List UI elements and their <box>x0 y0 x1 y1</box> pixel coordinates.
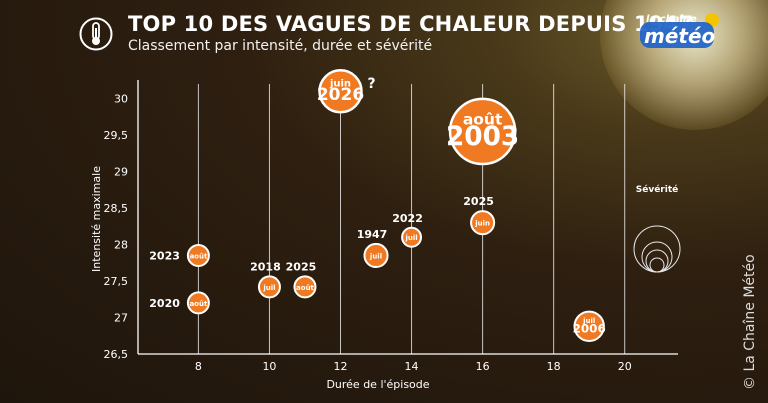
y-tick-label: 26,5 <box>104 348 129 361</box>
credit-text: © La Chaîne Météo <box>742 254 758 390</box>
bubble-month-label: août <box>463 110 503 128</box>
bubble-month-label: août <box>296 284 315 292</box>
bubble-note: ? <box>368 76 376 92</box>
bubble-2023 <box>186 243 210 267</box>
x-axis-title: Durée de l'épisode <box>326 378 429 391</box>
bubble-month-label: juin <box>474 220 490 228</box>
bubble-year-label: 2023 <box>149 249 180 262</box>
x-tick-label: 10 <box>262 360 276 373</box>
y-tick-label: 29 <box>114 166 128 179</box>
bubble-year-label: 2003 <box>446 122 519 152</box>
y-tick-label: 30 <box>114 93 128 106</box>
x-tick-label: 12 <box>334 360 348 373</box>
bubble-year-label: 2025 <box>463 195 494 208</box>
x-tick-label: 14 <box>405 360 419 373</box>
bubble-year-label: 2006 <box>573 321 606 335</box>
legend-circle <box>645 249 669 273</box>
y-tick-label: 29,5 <box>104 129 129 142</box>
bubble-year-label: 2026 <box>317 85 364 105</box>
legend-circle <box>649 257 665 273</box>
x-tick-label: 16 <box>476 360 490 373</box>
y-axis-title: Intensité maximale <box>90 166 103 272</box>
chart-subtitle: Classement par intensité, durée et sévér… <box>128 38 433 54</box>
logo-small-text: la chaîne <box>646 14 697 25</box>
bubble-month-label: juil <box>262 284 275 292</box>
bubble-2025 <box>293 275 317 299</box>
legend-title: Sévérité <box>636 184 679 195</box>
chart-title: TOP 10 DES VAGUES DE CHALEUR DEPUIS 1947 <box>128 12 694 36</box>
bubble-month-label: juin <box>329 79 351 90</box>
x-tick-label: 20 <box>618 360 632 373</box>
thermometer-icon <box>79 17 113 51</box>
bubble-month-label: juil <box>369 252 382 260</box>
bubble-month-label: août <box>189 300 208 308</box>
bubble-year-label: 2025 <box>286 260 317 273</box>
bubble-2026 <box>318 69 363 114</box>
bubble-2006 <box>573 310 605 342</box>
bubble-month-label: juil <box>582 317 595 325</box>
legend-circle <box>633 225 681 273</box>
bubble-2025 <box>470 210 496 236</box>
logo-big-text: météo <box>644 24 716 48</box>
y-tick-label: 27 <box>114 312 128 325</box>
bubble-2018 <box>257 275 281 299</box>
bubble-year-label: 1947 <box>357 228 388 241</box>
bubble-2022 <box>401 226 423 248</box>
bubble-2020 <box>186 291 210 315</box>
bubble-year-label: 2018 <box>250 260 281 273</box>
brand-logo: la chaîne météo <box>640 12 722 52</box>
y-tick-label: 27,5 <box>104 275 129 288</box>
bubble-1947 <box>363 242 389 269</box>
bubble-2003 <box>448 97 517 166</box>
x-tick-label: 18 <box>547 360 561 373</box>
bubble-month-label: juil <box>404 234 417 242</box>
bubble-month-label: août <box>189 252 208 260</box>
x-tick-label: 8 <box>195 360 202 373</box>
bubble-year-label: 2020 <box>149 297 180 310</box>
y-tick-label: 28 <box>114 239 128 252</box>
y-tick-label: 28,5 <box>104 202 129 215</box>
bubble-year-label: 2022 <box>392 212 423 225</box>
